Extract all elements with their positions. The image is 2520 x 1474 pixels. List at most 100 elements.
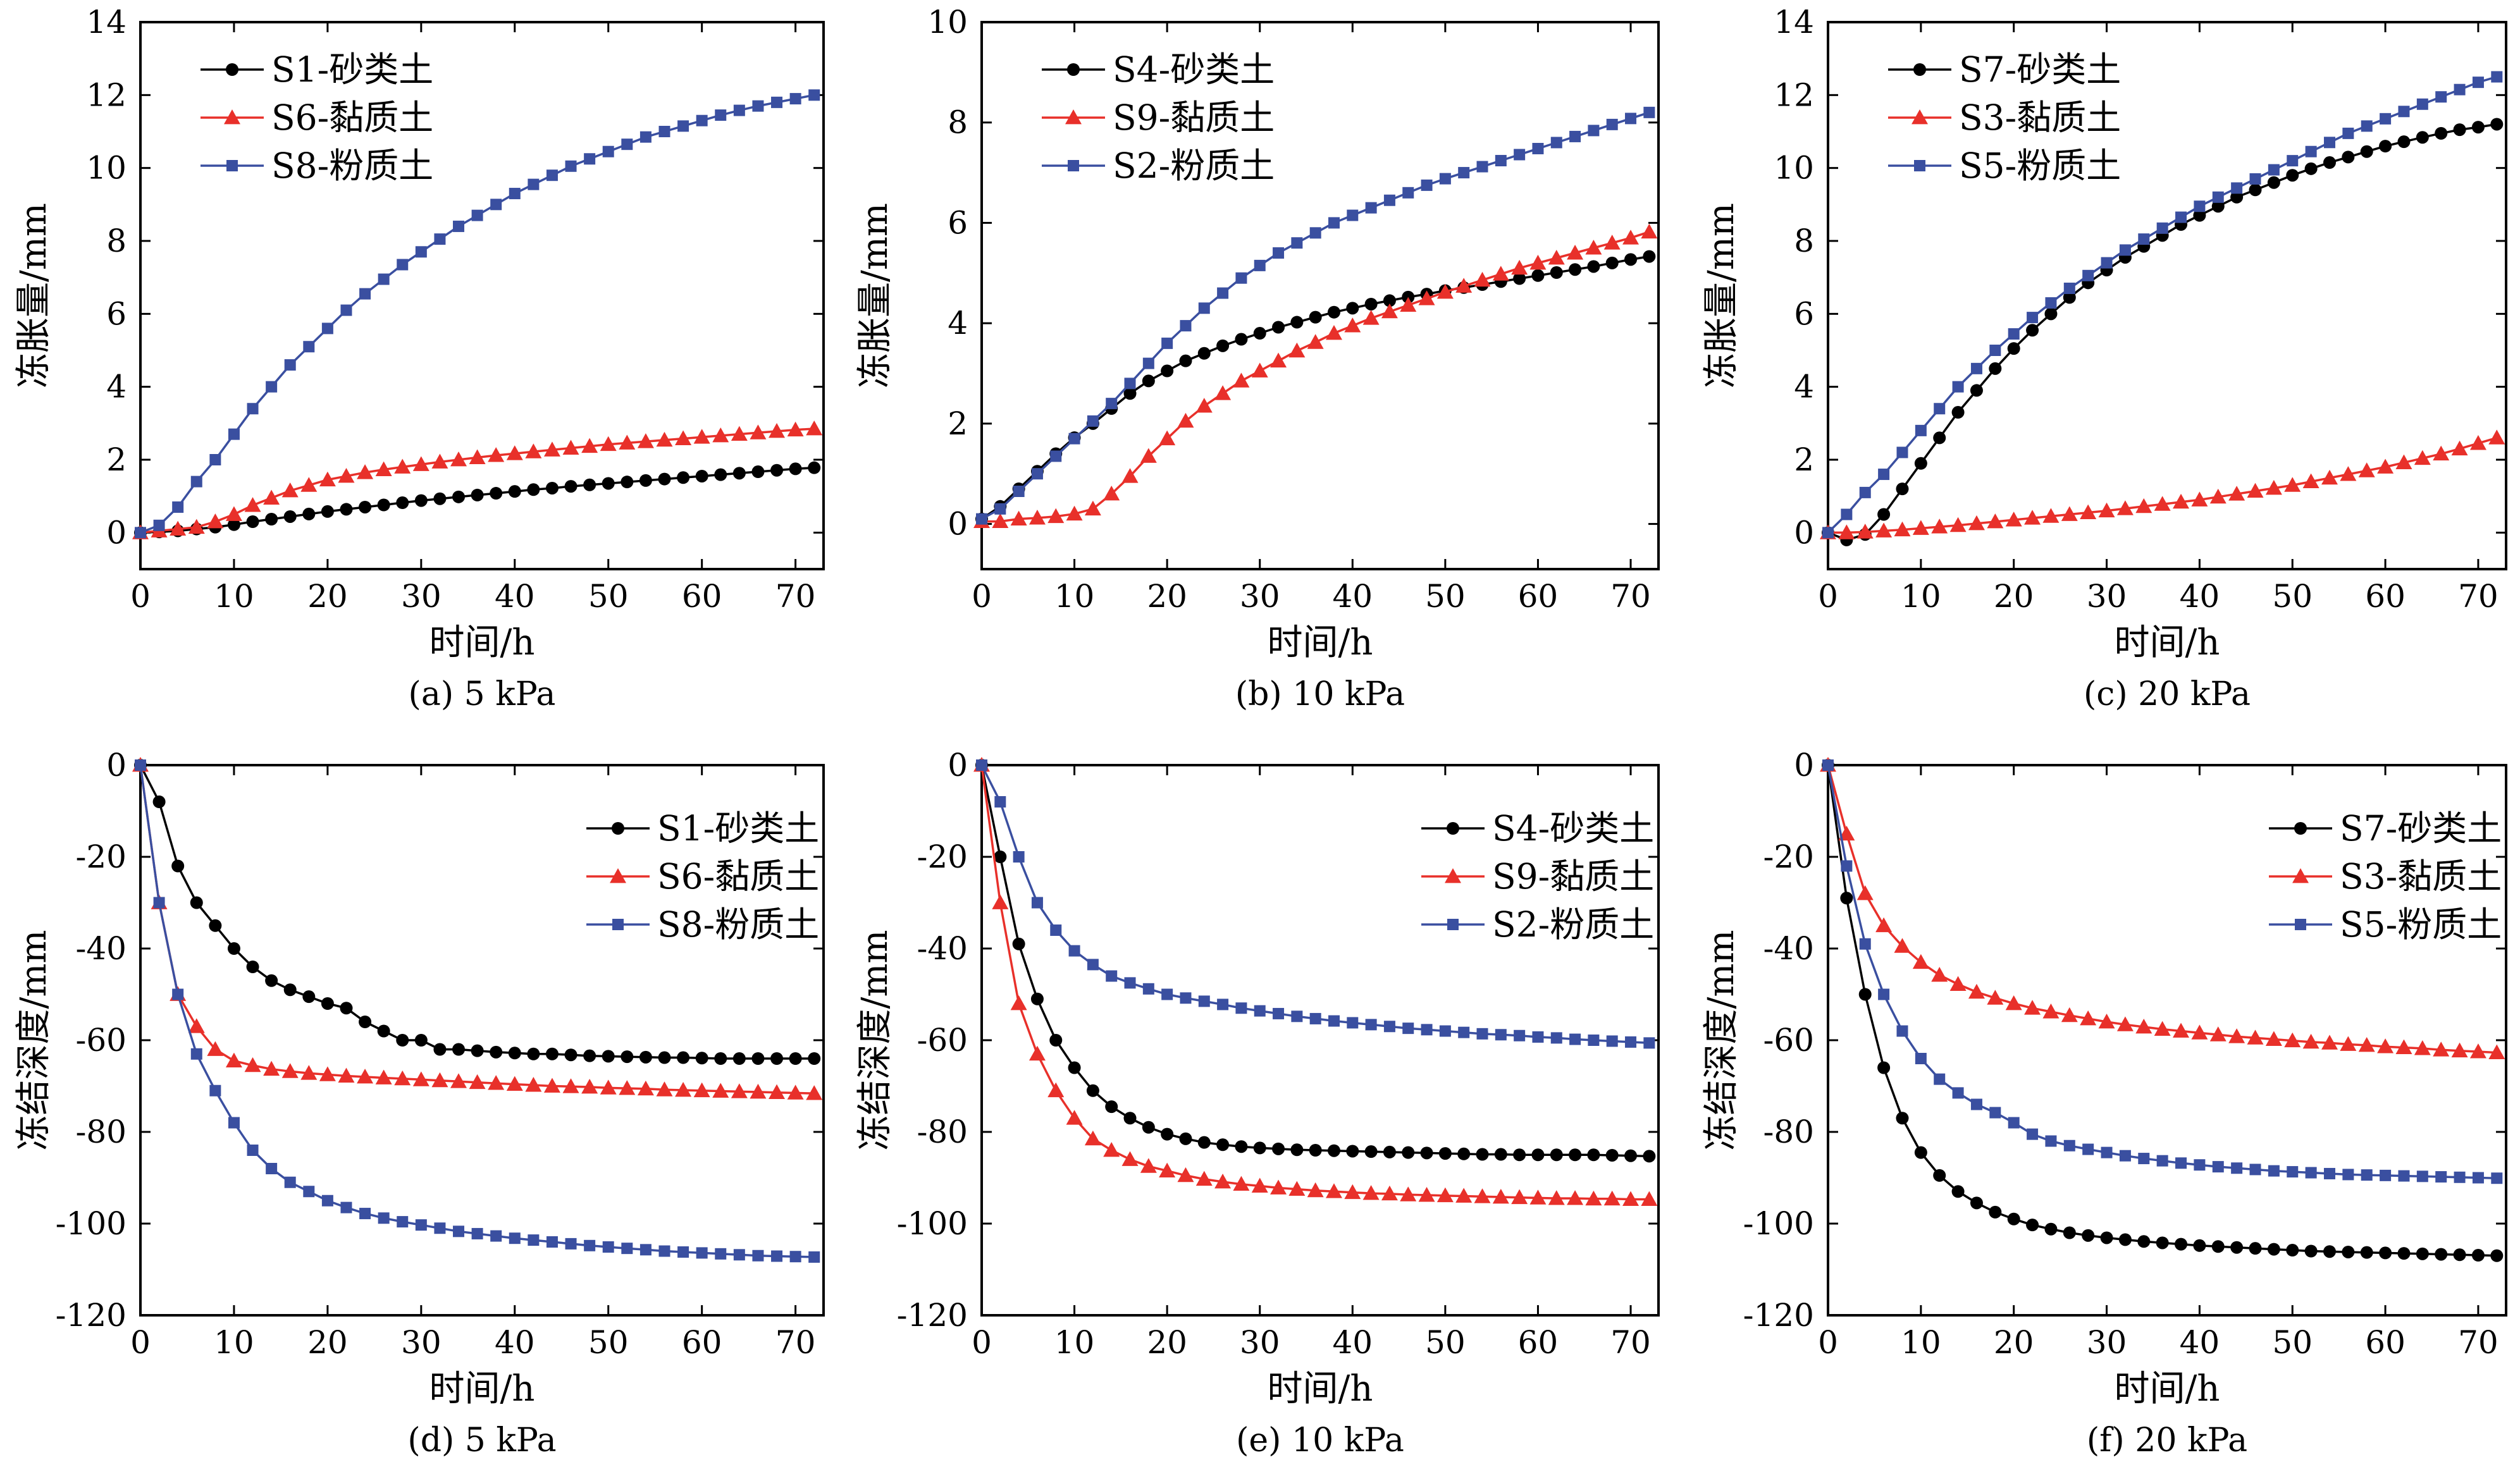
- data-point: [397, 259, 409, 271]
- data-point: [1383, 194, 1395, 206]
- plot-frame: [1827, 21, 2507, 570]
- data-point: [2304, 162, 2318, 175]
- y-axis-title: 冻结深度/mm: [855, 930, 896, 1150]
- data-point: [2138, 233, 2150, 245]
- x-tick-label: 70: [2458, 1324, 2498, 1361]
- data-point: [321, 505, 334, 518]
- data-point: [1438, 1147, 1452, 1160]
- data-point: [1476, 1028, 1488, 1040]
- data-point: [209, 454, 221, 465]
- data-point: [1567, 245, 1584, 260]
- chart-panel-0: 0 10 20 30 40 50 60 70 0 2 4 6 8 10 12 14 时间/h 冻胀量/mm (a) …: [13, 4, 825, 713]
- data-point: [263, 489, 280, 505]
- data-point: [1421, 179, 1433, 191]
- data-point: [789, 1251, 801, 1263]
- x-tick-label: 10: [1054, 1324, 1095, 1361]
- data-point: [2135, 1018, 2152, 1034]
- data-point: [396, 1034, 409, 1047]
- data-point: [377, 498, 390, 512]
- data-point: [751, 465, 765, 479]
- data-point: [976, 513, 987, 525]
- x-tick-label: 0: [1818, 1324, 1838, 1361]
- data-point: [1531, 1148, 1545, 1162]
- data-point: [528, 178, 540, 190]
- series-0: [975, 250, 1656, 525]
- data-point: [2433, 1041, 2450, 1057]
- data-point: [1346, 302, 1359, 315]
- x-tick-label: 50: [588, 578, 629, 615]
- data-point: [2211, 200, 2225, 213]
- legend-marker: [226, 160, 238, 171]
- series-0: [134, 759, 821, 1065]
- series-line: [140, 427, 815, 534]
- data-point: [1550, 266, 1563, 279]
- data-point: [283, 510, 297, 523]
- y-tick-label: 8: [106, 223, 127, 259]
- data-point: [1987, 513, 2004, 529]
- data-point: [2230, 190, 2244, 204]
- data-point: [2414, 450, 2431, 465]
- data-point: [1877, 508, 1891, 521]
- data-point: [1859, 938, 1871, 950]
- data-point: [1327, 1144, 1340, 1157]
- data-point: [2265, 479, 2282, 495]
- data-point: [2490, 118, 2504, 131]
- data-point: [1931, 519, 1948, 534]
- y-tick-label: -60: [917, 1022, 968, 1059]
- panel-caption: (e) 10 kPa: [1236, 1422, 1404, 1459]
- data-point: [1641, 223, 1658, 239]
- data-point: [340, 503, 353, 516]
- legend-marker: [226, 63, 238, 76]
- data-point: [675, 430, 692, 445]
- data-point: [1309, 1144, 1322, 1157]
- data-point: [2175, 211, 2187, 223]
- data-point: [1569, 130, 1581, 142]
- data-point: [602, 477, 615, 490]
- y-tick-label: -100: [56, 1205, 127, 1242]
- data-point: [2007, 342, 2020, 355]
- data-point: [2267, 1243, 2280, 1256]
- data-point: [394, 458, 411, 474]
- x-tick-label: 20: [1994, 578, 2034, 615]
- data-point: [2082, 269, 2094, 281]
- data-point: [1605, 1148, 1619, 1162]
- x-tick-label: 30: [2087, 578, 2127, 615]
- data-point: [244, 497, 261, 512]
- data-point: [1383, 1021, 1395, 1033]
- x-tick-label: 30: [1240, 1324, 1280, 1361]
- legend-label: S4-砂类土: [1492, 808, 1654, 849]
- data-point: [359, 288, 371, 300]
- data-point: [1624, 1149, 1638, 1162]
- x-tick-label: 60: [1518, 578, 1559, 615]
- data-point: [1179, 1132, 1192, 1145]
- data-point: [2098, 502, 2115, 518]
- data-point: [695, 469, 708, 482]
- data-point: [340, 1201, 352, 1213]
- data-point: [1273, 247, 1285, 259]
- data-point: [2304, 1244, 2318, 1258]
- data-point: [2193, 1239, 2206, 1252]
- y-tick-label: 6: [106, 295, 127, 332]
- x-axis-title: 时间/h: [429, 622, 535, 663]
- data-point: [394, 1070, 411, 1086]
- data-point: [1251, 1177, 1268, 1193]
- data-point: [2268, 1165, 2280, 1177]
- x-tick-label: 20: [1994, 1324, 2034, 1361]
- data-point: [621, 476, 634, 489]
- data-point: [1288, 1181, 1306, 1196]
- data-point: [1822, 759, 1834, 771]
- data-point: [600, 1079, 617, 1095]
- y-tick-label: 2: [1794, 441, 1814, 478]
- data-point: [2472, 1172, 2484, 1184]
- data-point: [2194, 1159, 2206, 1171]
- data-point: [1180, 992, 1192, 1004]
- data-point: [1161, 337, 1173, 349]
- data-point: [281, 482, 299, 498]
- data-point: [619, 434, 636, 450]
- data-point: [2284, 477, 2301, 492]
- data-point: [1643, 250, 1656, 263]
- panel-caption: (a) 5 kPa: [409, 675, 556, 713]
- data-point: [247, 403, 259, 415]
- x-tick-label: 20: [1147, 578, 1187, 615]
